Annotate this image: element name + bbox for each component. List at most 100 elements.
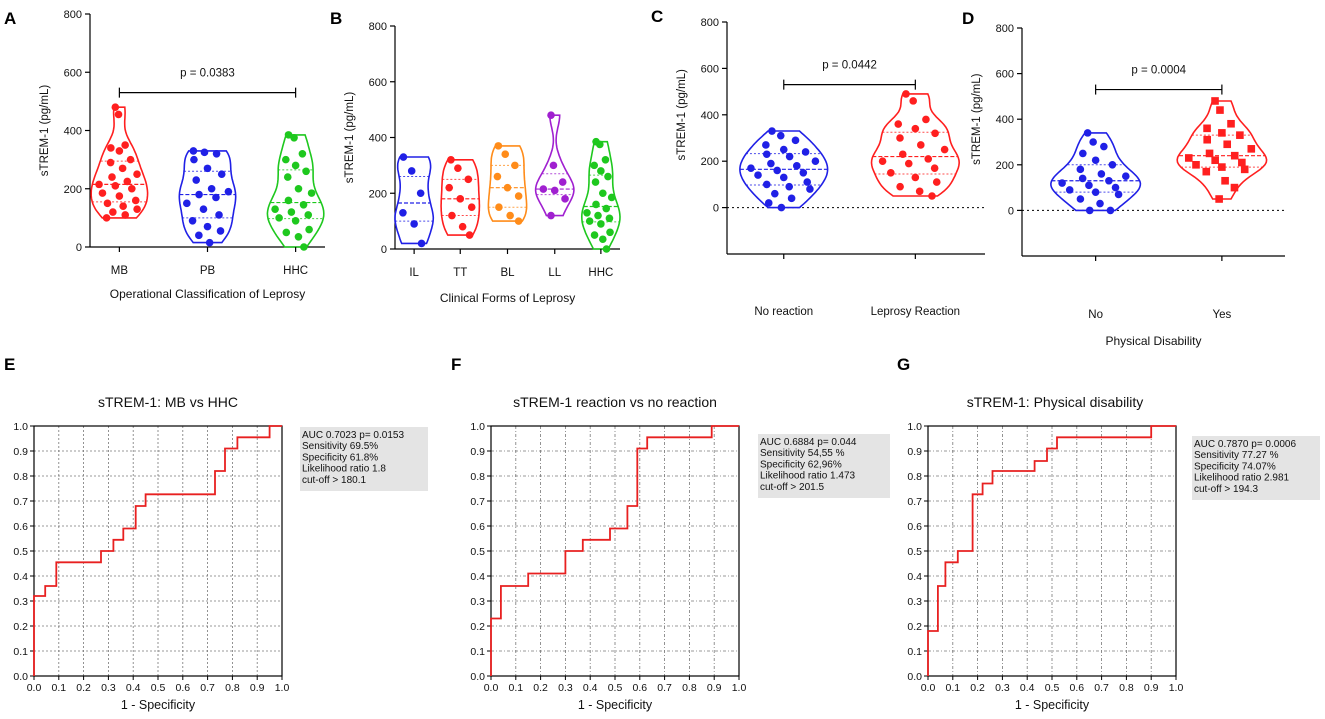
y-tick-label: 0.8 xyxy=(13,471,28,483)
x-tick-label: 0.8 xyxy=(682,682,697,694)
data-point xyxy=(1203,135,1211,144)
data-point xyxy=(787,194,796,203)
x-tick-label: 0.2 xyxy=(970,682,985,694)
panel-label: F xyxy=(451,355,461,374)
data-point xyxy=(887,169,895,177)
data-point xyxy=(294,233,303,241)
data-point xyxy=(592,200,600,209)
data-point xyxy=(298,150,307,158)
p-value-label: p = 0.0383 xyxy=(180,68,235,80)
y-tick-label: 0.8 xyxy=(907,471,922,483)
x-tick-label: HHC xyxy=(283,265,308,277)
data-point xyxy=(909,97,917,105)
x-tick-label: 0.0 xyxy=(484,682,499,694)
stats-line: Sensitivity 77.27 % xyxy=(1194,450,1279,461)
data-point xyxy=(771,189,779,198)
x-axis-label: Operational Classification of Leprosy xyxy=(110,287,305,301)
y-tick-label: 400 xyxy=(996,114,1014,126)
data-point xyxy=(465,231,474,239)
data-point xyxy=(604,172,612,181)
data-point xyxy=(1223,140,1232,149)
data-point xyxy=(539,185,548,193)
data-point xyxy=(602,204,611,213)
data-point xyxy=(195,231,203,240)
data-point xyxy=(602,245,611,253)
data-point xyxy=(284,196,293,205)
x-tick-label: 0.5 xyxy=(1045,682,1060,694)
y-tick-label: 0.5 xyxy=(907,546,922,558)
data-point xyxy=(514,217,523,225)
data-point xyxy=(1230,183,1239,192)
x-tick-label: 0.9 xyxy=(250,682,265,694)
y-tick-label: 200 xyxy=(701,156,719,168)
data-point xyxy=(111,182,120,190)
stats-line: Likelihood ratio 2.981 xyxy=(1194,473,1290,484)
y-tick-label: 0.2 xyxy=(470,621,485,633)
y-tick-label: 1.0 xyxy=(907,421,922,433)
data-point xyxy=(133,205,141,213)
y-tick-label: 0.3 xyxy=(470,596,485,608)
data-point xyxy=(102,214,111,222)
data-point xyxy=(114,110,123,119)
data-point xyxy=(601,156,610,164)
data-point xyxy=(445,183,454,192)
data-point xyxy=(1065,186,1074,194)
chart-title: sTREM-1: MB vs HHC xyxy=(98,394,238,410)
data-point xyxy=(121,211,130,219)
y-axis-label: sTREM-1 (pg/mL) xyxy=(676,69,688,161)
x-axis-label: 1 - Specificity xyxy=(1015,698,1090,712)
data-point xyxy=(1105,176,1113,185)
x-tick-label: No reaction xyxy=(754,306,813,318)
y-tick-label: 200 xyxy=(369,188,387,200)
x-tick-label: 0.7 xyxy=(657,682,672,694)
x-tick-label: 0.0 xyxy=(27,682,42,694)
data-point xyxy=(291,161,300,170)
data-point xyxy=(305,225,313,234)
data-point xyxy=(126,155,135,164)
data-point xyxy=(777,203,786,212)
data-point xyxy=(590,161,599,170)
x-tick-label: 0.3 xyxy=(995,682,1010,694)
y-tick-label: 0.9 xyxy=(907,446,922,458)
data-point xyxy=(304,211,313,219)
data-point xyxy=(776,131,785,140)
stats-line: Specificity 61.8% xyxy=(302,452,378,463)
data-point xyxy=(506,211,514,220)
data-point xyxy=(212,193,220,202)
data-point xyxy=(118,164,127,173)
data-point xyxy=(932,178,941,186)
data-point xyxy=(464,175,473,184)
data-point xyxy=(183,199,191,208)
data-point xyxy=(107,144,115,152)
panel-label: D xyxy=(962,9,974,28)
data-point xyxy=(275,214,283,222)
data-point xyxy=(103,199,112,208)
data-point xyxy=(591,178,600,186)
y-tick-label: 0.8 xyxy=(470,471,485,483)
x-tick-label: Yes xyxy=(1212,309,1231,321)
x-tick-label: 0.4 xyxy=(126,682,141,694)
y-tick-label: 800 xyxy=(64,9,82,21)
data-point xyxy=(915,187,924,196)
data-point xyxy=(799,169,808,177)
x-tick-label: PB xyxy=(200,265,216,277)
stats-line: Specificity 74.07% xyxy=(1194,461,1276,472)
x-tick-label: MB xyxy=(111,265,129,277)
data-point xyxy=(207,184,216,193)
data-point xyxy=(212,150,221,158)
x-tick-label: HHC xyxy=(588,267,613,279)
data-point xyxy=(1078,174,1087,183)
data-point xyxy=(1230,151,1239,160)
data-point xyxy=(767,159,775,168)
x-tick-label: 1.0 xyxy=(275,682,290,694)
x-tick-label: 0.1 xyxy=(945,682,960,694)
data-point xyxy=(121,141,129,149)
y-tick-label: 0.1 xyxy=(13,646,28,658)
y-tick-label: 600 xyxy=(64,67,82,79)
data-point xyxy=(217,170,226,178)
data-point xyxy=(1211,156,1219,165)
y-tick-label: 0 xyxy=(381,244,387,256)
data-point xyxy=(762,150,771,159)
data-point xyxy=(307,189,316,197)
x-tick-label: 1.0 xyxy=(1169,682,1184,694)
